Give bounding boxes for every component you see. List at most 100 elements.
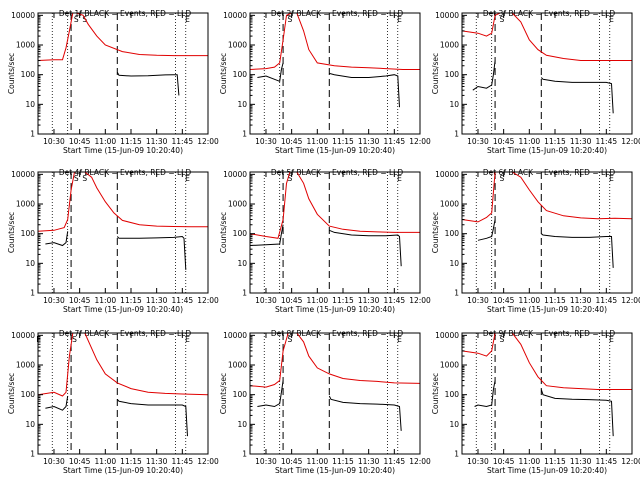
y-tick-label: 10 — [449, 259, 459, 268]
x-tick-label: 11:15 — [120, 296, 142, 305]
marker-label: E — [185, 335, 190, 344]
series-line-events — [540, 77, 614, 114]
series-group — [462, 172, 632, 268]
x-tick-label: 11:00 — [519, 457, 541, 466]
marker-label: E — [185, 15, 190, 24]
y-tick-label: 1 — [454, 289, 459, 298]
y-tick-label: 10 — [237, 420, 247, 429]
x-tick-label: 11:30 — [570, 296, 592, 305]
y-tick-label: 1000 — [440, 41, 459, 50]
x-axis-label: Start Time (15-Jun-09 10:20:40) — [487, 466, 607, 475]
x-tick-label: 12:00 — [409, 296, 431, 305]
x-axis-label: Start Time (15-Jun-09 10:20:40) — [275, 146, 395, 155]
y-tick-label: 100 — [445, 70, 460, 79]
series-group — [38, 13, 208, 96]
y-tick-label: 10000 — [11, 11, 35, 20]
x-tick-label: 10:45 — [493, 457, 515, 466]
series-line-events — [116, 72, 180, 96]
y-tick-label: 1 — [30, 450, 35, 459]
y-tick-label: 10000 — [223, 170, 247, 179]
series-line-events — [329, 229, 402, 267]
x-tick-label: 11:45 — [172, 457, 194, 466]
x-axis-label: Start Time (15-Jun-09 10:20:40) — [275, 466, 395, 475]
y-tick-label: 10 — [25, 100, 35, 109]
series-line-events — [540, 389, 614, 437]
x-tick-label: 11:45 — [172, 137, 194, 146]
y-tick-label: 1 — [242, 289, 247, 298]
x-tick-label: 10:30 — [467, 296, 489, 305]
detector-panel: Det 7f BLACK = Events, RED = LLDESE11010… — [7, 329, 219, 475]
y-tick-label: 1000 — [228, 361, 247, 370]
x-tick-label: 10:30 — [43, 137, 65, 146]
y-tick-label: 1000 — [440, 200, 459, 209]
series-group — [462, 13, 632, 114]
x-axis-label: Start Time (15-Jun-09 10:20:40) — [487, 305, 607, 314]
panel-frame — [249, 12, 421, 135]
marker-label: E — [397, 174, 402, 183]
x-axis-label: Start Time (15-Jun-09 10:20:40) — [63, 305, 183, 314]
y-tick-label: 100 — [445, 229, 460, 238]
marker-label: S — [82, 15, 87, 24]
panel-frame — [461, 171, 633, 294]
x-tick-label: 11:45 — [384, 457, 406, 466]
y-axis-label: Counts/sec — [219, 212, 228, 253]
y-tick-label: 100 — [21, 390, 36, 399]
y-axis-label: Counts/sec — [431, 212, 440, 253]
x-tick-label: 12:00 — [197, 457, 219, 466]
panel-frame — [461, 12, 633, 135]
y-tick-label: 10 — [449, 420, 459, 429]
y-tick-label: 100 — [21, 70, 36, 79]
series-line-events — [474, 380, 496, 408]
marker-label: S — [72, 335, 77, 344]
y-tick-label: 10 — [449, 100, 459, 109]
y-tick-label: 1 — [242, 450, 247, 459]
series-line-lld — [38, 172, 208, 232]
x-tick-label: 10:30 — [43, 457, 65, 466]
y-tick-label: 10000 — [11, 331, 35, 340]
y-tick-label: 10 — [237, 259, 247, 268]
marker-label: S — [288, 15, 293, 24]
x-tick-label: 11:00 — [307, 296, 329, 305]
series-line-lld — [250, 172, 420, 239]
x-tick-label: 11:30 — [358, 137, 380, 146]
y-tick-label: 1 — [454, 130, 459, 139]
y-tick-label: 10000 — [223, 331, 247, 340]
x-axis-label: Start Time (15-Jun-09 10:20:40) — [275, 305, 395, 314]
x-tick-label: 10:30 — [255, 296, 277, 305]
x-tick-label: 11:30 — [146, 296, 168, 305]
x-tick-label: 11:45 — [384, 296, 406, 305]
x-tick-label: 11:30 — [570, 137, 592, 146]
y-tick-label: 10 — [25, 259, 35, 268]
marker-label: S — [500, 174, 505, 183]
series-line-events — [257, 380, 284, 408]
x-tick-label: 11:45 — [596, 296, 618, 305]
y-tick-label: 1 — [30, 289, 35, 298]
x-tick-label: 10:45 — [281, 296, 303, 305]
panel-frame — [37, 171, 209, 294]
y-tick-label: 1 — [454, 450, 459, 459]
series-line-lld — [250, 333, 420, 388]
y-axis-label: Counts/sec — [7, 53, 16, 94]
x-tick-label: 11:00 — [519, 296, 541, 305]
x-tick-label: 11:30 — [358, 457, 380, 466]
x-tick-label: 11:15 — [544, 137, 566, 146]
x-tick-label: 11:00 — [307, 457, 329, 466]
x-tick-label: 10:45 — [69, 296, 91, 305]
x-tick-label: 11:45 — [384, 137, 406, 146]
series-group — [462, 333, 632, 437]
y-tick-label: 1000 — [16, 200, 35, 209]
series-group — [250, 13, 420, 108]
x-tick-label: 11:00 — [519, 137, 541, 146]
x-tick-label: 11:45 — [596, 457, 618, 466]
y-tick-label: 100 — [445, 390, 460, 399]
x-tick-label: 10:45 — [281, 137, 303, 146]
series-line-events — [540, 233, 614, 268]
y-tick-label: 1000 — [228, 200, 247, 209]
x-tick-label: 12:00 — [197, 137, 219, 146]
x-tick-label: 11:15 — [120, 137, 142, 146]
x-tick-label: 11:15 — [544, 296, 566, 305]
